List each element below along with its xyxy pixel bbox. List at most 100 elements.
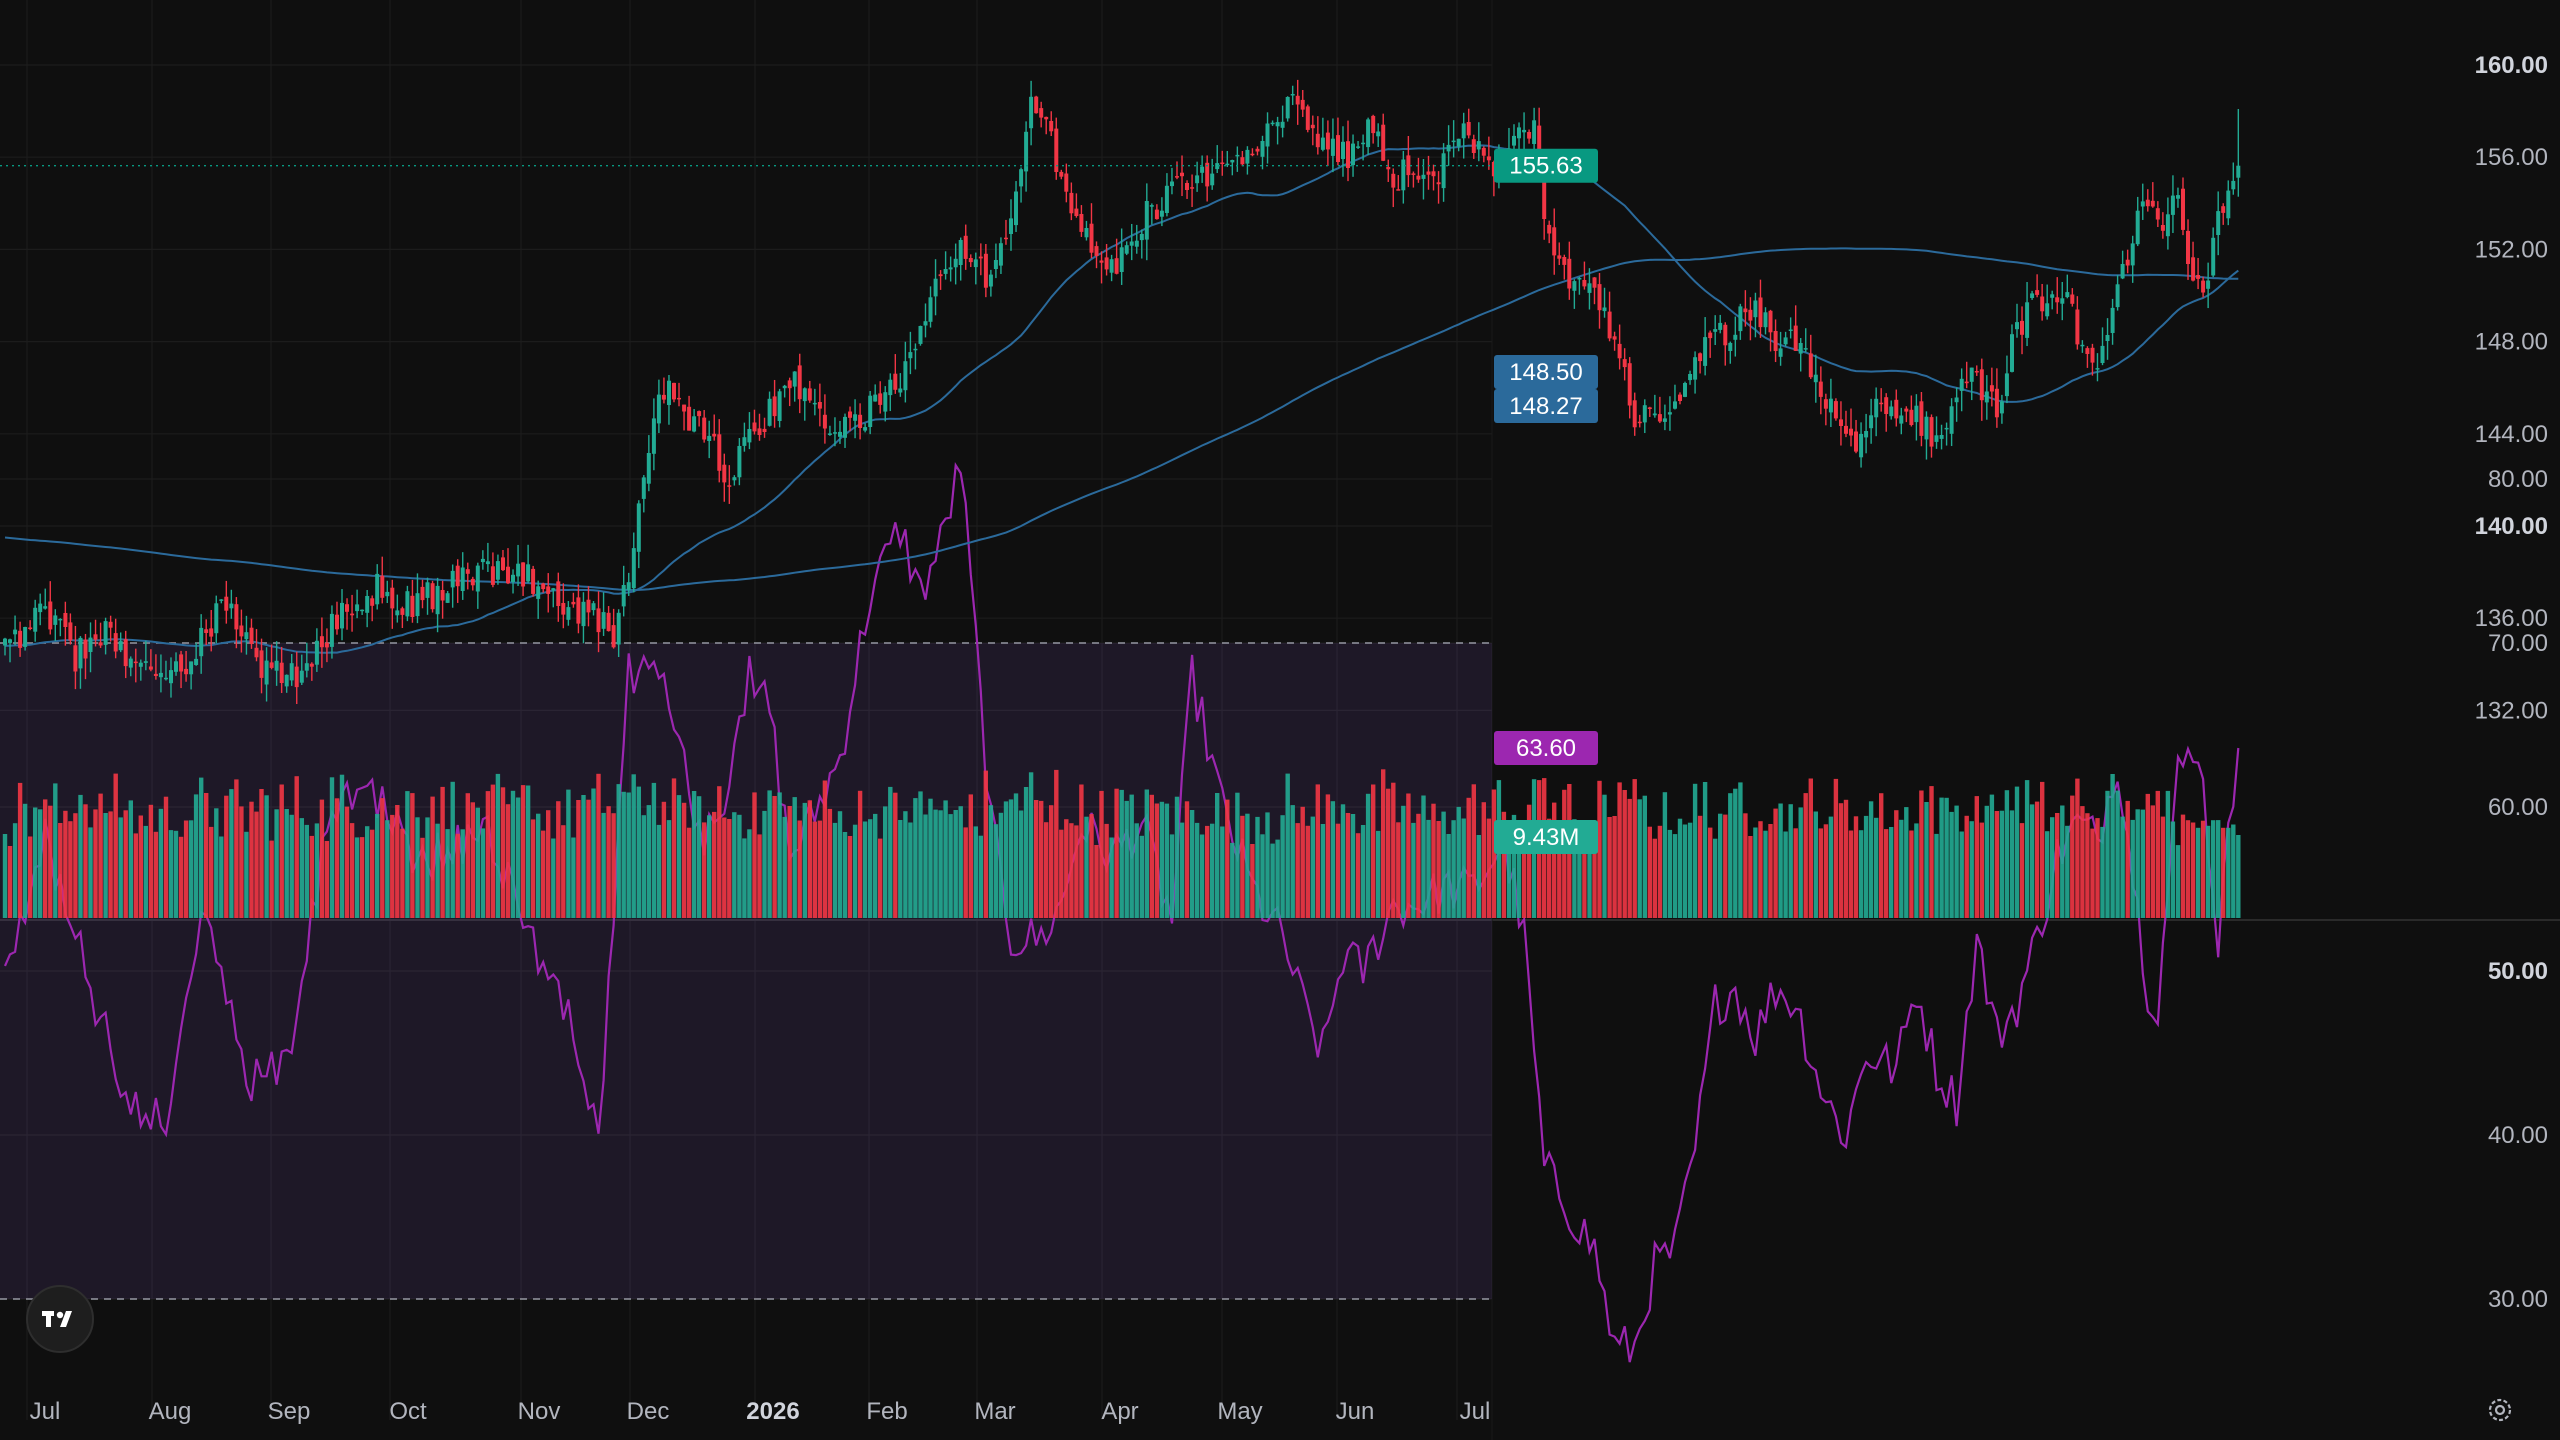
volume-bar xyxy=(1657,825,1663,918)
candle-body xyxy=(1124,245,1129,254)
volume-bar xyxy=(712,811,717,918)
candle-body xyxy=(913,348,918,351)
candle-body xyxy=(83,639,88,659)
volume-bar xyxy=(2145,793,2150,918)
volume-bar xyxy=(209,826,214,918)
volume-bar xyxy=(581,795,586,918)
volume-bar xyxy=(2130,819,2135,918)
volume-bar xyxy=(727,819,732,918)
candle-body xyxy=(858,414,863,428)
candle-body xyxy=(1673,401,1677,409)
volume-bar xyxy=(2009,810,2015,918)
candle-body xyxy=(1396,189,1401,191)
volume-bar xyxy=(888,786,893,918)
volume-bar xyxy=(334,798,340,918)
volume-tag-bg xyxy=(1494,820,1598,854)
candle-body xyxy=(1401,159,1406,191)
volume-bar xyxy=(1265,812,1270,918)
volume-bar xyxy=(641,815,646,918)
volume-bar xyxy=(1969,821,1974,918)
candle-body xyxy=(516,563,521,577)
volume-bar xyxy=(309,835,314,918)
volume-bar xyxy=(38,809,43,918)
candle-body xyxy=(827,433,832,435)
candle-body xyxy=(1064,173,1069,192)
volume-bar xyxy=(2029,804,2035,918)
volume-bar xyxy=(304,824,309,918)
candle-body xyxy=(450,570,455,588)
volume-bar xyxy=(1708,827,1713,918)
volume-bar xyxy=(354,837,360,918)
candle-body xyxy=(475,565,480,592)
candle-body xyxy=(1014,191,1018,226)
volume-bar xyxy=(1813,811,1818,918)
candle-body xyxy=(108,621,113,628)
candle-body xyxy=(58,618,63,621)
volume-bar xyxy=(1486,818,1492,918)
volume-bar xyxy=(2060,805,2065,918)
volume-bar xyxy=(827,808,833,918)
candle-body xyxy=(2050,294,2055,298)
candle-body xyxy=(667,380,671,405)
candle-body xyxy=(1089,223,1094,253)
candle-body xyxy=(1542,163,1547,219)
volume-bar xyxy=(158,808,164,918)
candle-body xyxy=(1159,210,1164,217)
volume-bar xyxy=(1672,834,1678,918)
candle-body xyxy=(1758,297,1763,328)
volume-bar xyxy=(53,783,58,918)
candle-body xyxy=(395,610,400,616)
volume-bar xyxy=(1853,816,1859,918)
candle-body xyxy=(194,658,199,665)
candle-body xyxy=(848,411,852,418)
volume-bar xyxy=(1481,802,1486,918)
candle-body xyxy=(973,259,978,268)
candle-body xyxy=(1844,425,1848,434)
candle-body xyxy=(1889,406,1894,417)
candle-body xyxy=(400,608,405,615)
candle-body xyxy=(717,434,722,471)
rsi-tag-bg xyxy=(1494,730,1598,765)
volume-bar xyxy=(279,784,284,918)
volume-bar xyxy=(2080,806,2085,918)
volume-bar xyxy=(98,793,103,918)
time-axis[interactable]: Jul Aug Sep Oct Nov Dec 2026 Feb Mar Apr May Jun Jul xyxy=(30,1398,1491,1425)
volume-bar xyxy=(405,791,410,918)
candle-body xyxy=(1436,182,1441,185)
volume-bar xyxy=(289,814,294,918)
time-tick-label: Aug xyxy=(149,1398,192,1425)
volume-bar xyxy=(1074,825,1079,918)
candle-body xyxy=(1471,139,1476,153)
volume-bar xyxy=(2195,827,2201,918)
candle-body xyxy=(1567,258,1572,289)
price-axis[interactable]: 164.00160.00156.00152.00148.00144.00140.… xyxy=(2475,0,2548,724)
candle-body xyxy=(465,569,470,574)
candle-body xyxy=(118,641,123,651)
candle-body xyxy=(480,558,485,563)
tradingview-logo-icon[interactable] xyxy=(26,1285,94,1353)
volume-bar xyxy=(2226,827,2231,918)
candle-body xyxy=(2060,298,2065,304)
volume-bar xyxy=(425,817,430,918)
candle-body xyxy=(1200,166,1205,173)
volume-bar xyxy=(681,802,687,918)
candle-body xyxy=(2085,348,2090,354)
volume-bar xyxy=(43,799,48,918)
rsi-axis[interactable]: 80.00 70.00 60.00 50.00 40.00 30.00 xyxy=(2488,466,2548,1313)
volume-bar xyxy=(1677,818,1683,918)
volume-bar xyxy=(691,791,697,918)
volume-bar xyxy=(847,836,853,918)
candle-body xyxy=(1315,133,1320,148)
candle-body xyxy=(249,627,254,644)
settings-gear-icon[interactable] xyxy=(2480,1390,2520,1430)
volume-bar xyxy=(852,824,858,918)
volume-bar xyxy=(636,786,641,918)
candle-body xyxy=(1773,331,1778,351)
volume-bar xyxy=(1959,831,1964,918)
volume-bar xyxy=(1863,815,1869,918)
candle-body xyxy=(304,663,309,671)
candle-body xyxy=(1371,115,1376,134)
candle-body xyxy=(1974,371,1979,373)
candle-body xyxy=(365,596,370,613)
